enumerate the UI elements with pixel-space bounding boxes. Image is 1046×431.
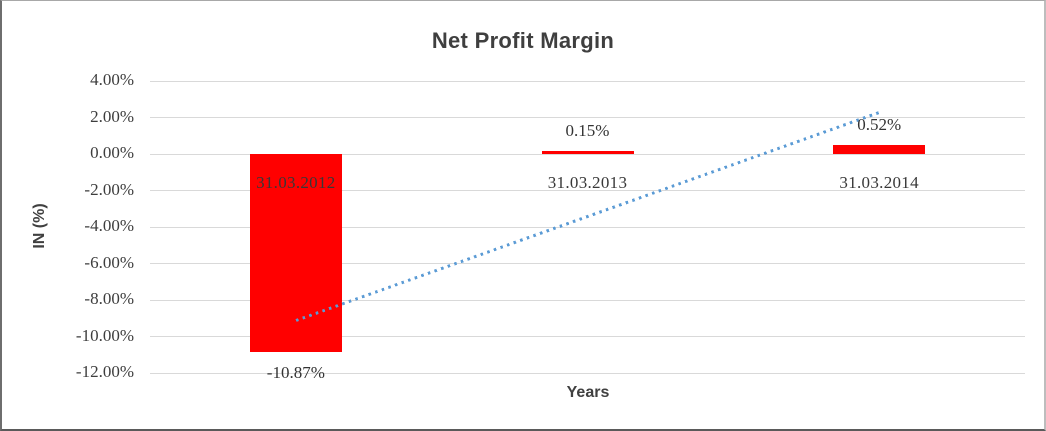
y-axis-tick-label: -10.00% [75,325,134,345]
gridline [150,226,1025,228]
gridline [150,117,1025,118]
gridline [150,372,1025,374]
y-axis-tick-label: -8.00% [84,289,134,308]
bar-31.03.2014[interactable] [833,144,926,154]
y-axis-tick-label: 0.00% [90,143,134,162]
chart-title: Net Profit Margin [431,28,615,53]
y-axis-tick-label: -4.00% [84,216,134,235]
gridline [150,299,1025,301]
y-axis-tick-label: -2.00% [84,179,134,199]
category-label: 31.03.2013 [547,173,628,192]
bar-31.03.2013[interactable] [541,151,634,154]
trendline[interactable] [295,110,880,322]
y-axis-tick-label: 2.00% [90,106,134,126]
gridline [150,153,1025,155]
value-label: 0.15% [565,121,610,141]
category-label: 31.03.2014 [839,173,919,192]
category-label: 31.03.2012 [256,173,336,192]
value-label: -10.87% [266,363,325,383]
y-axis-tick-label: 4.00% [90,70,134,89]
gridline [150,190,1025,191]
value-label: 0.52% [857,114,902,134]
x-axis-title: Years [566,384,610,401]
gridline [150,263,1025,264]
gridline [150,336,1025,337]
y-axis-tick-label: -6.00% [84,252,134,272]
gridline [150,80,1025,82]
y-axis-tick-label: -12.00% [75,362,134,381]
